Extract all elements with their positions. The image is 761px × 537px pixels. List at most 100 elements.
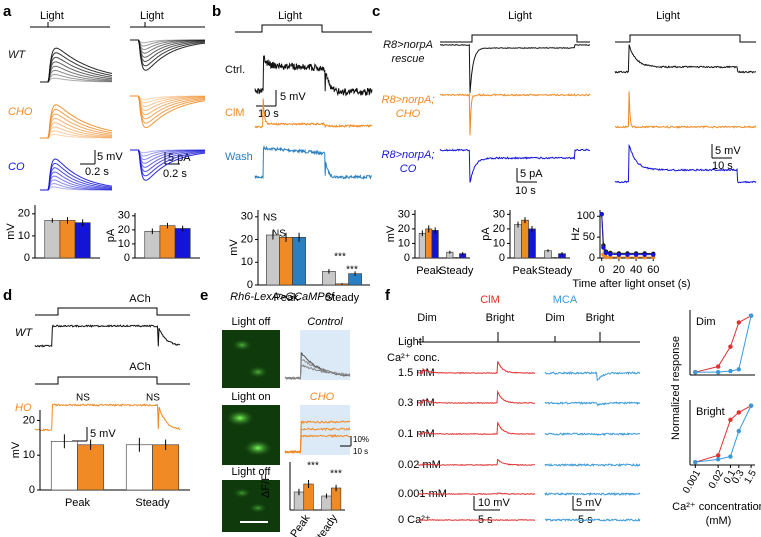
y-tick-label: 20	[398, 223, 410, 235]
x-tick-label: 40	[630, 264, 642, 276]
concentration-label: 1.5 mM	[398, 367, 435, 379]
label: 10 s	[353, 447, 368, 456]
y-axis-label: Hz	[570, 227, 582, 240]
stimulus-line	[30, 22, 110, 28]
trace	[417, 361, 536, 374]
point	[728, 344, 733, 349]
point	[601, 245, 606, 250]
trace	[284, 363, 351, 380]
point	[693, 459, 698, 465]
point	[599, 211, 604, 217]
point	[728, 368, 733, 374]
trace	[40, 167, 113, 191]
trace-label: Control	[307, 316, 343, 328]
y-tick-label: 0	[24, 252, 30, 264]
y-tick-label: 50	[583, 231, 595, 243]
bar	[77, 444, 105, 491]
label: 10 s	[258, 108, 279, 120]
label: 10%	[353, 435, 369, 444]
trace	[40, 47, 113, 83]
bar	[50, 441, 78, 491]
trace	[417, 389, 536, 405]
x-tick-label: Peak	[273, 292, 299, 304]
point	[603, 250, 609, 256]
x-tick-label: 0.001	[681, 468, 703, 496]
point	[693, 369, 698, 375]
annotation: NS	[272, 229, 286, 240]
y-axis-label: mV	[5, 223, 17, 240]
x-axis-label: (mM)	[706, 515, 732, 527]
point	[748, 313, 754, 318]
x-tick-label: 0	[599, 264, 605, 276]
bar	[431, 230, 439, 259]
x-tick-label: Peak	[512, 265, 538, 277]
y-tick-label: 30	[493, 208, 505, 220]
panel-letter: c	[372, 3, 380, 20]
label: 5 mV	[576, 497, 602, 509]
y-tick-label: 20	[241, 233, 253, 245]
stimulus-label: Light	[508, 10, 532, 22]
x-tick-label: Peak	[416, 265, 442, 277]
stimulus-label: Light	[278, 10, 302, 22]
trace	[40, 158, 113, 191]
trace	[130, 95, 206, 129]
point	[616, 252, 622, 257]
trace	[40, 163, 113, 191]
bar	[144, 230, 161, 259]
condition-label: Ctrl.	[225, 64, 245, 76]
trace	[40, 134, 112, 139]
label: 5 mV	[715, 145, 741, 157]
trace	[40, 175, 112, 191]
genotype-label: WT	[8, 49, 26, 61]
cell	[244, 440, 272, 456]
cell	[226, 410, 254, 426]
y-tick-label: 10	[118, 238, 130, 250]
y-tick-label: 20	[23, 414, 35, 426]
bar	[528, 228, 536, 259]
bar	[152, 444, 180, 491]
annotation: ***	[307, 461, 319, 472]
panel-letter: e	[200, 287, 208, 304]
bar	[44, 220, 61, 259]
stimulus-line	[235, 24, 372, 33]
y-tick-label: 10	[23, 449, 35, 461]
y-tick-label: 0	[247, 279, 253, 291]
trace	[439, 43, 591, 93]
label: 10 s	[712, 160, 733, 172]
point	[603, 254, 609, 260]
trace	[35, 403, 181, 432]
trace	[130, 149, 206, 168]
trace	[40, 130, 112, 139]
trace	[130, 39, 205, 63]
trace	[614, 91, 757, 129]
trace	[34, 324, 181, 348]
concentration-label: 0.3 mM	[398, 397, 435, 409]
bar	[330, 487, 342, 511]
drug-label: ClM	[480, 294, 500, 306]
trace	[130, 39, 206, 54]
genotype-label: CHO	[396, 108, 421, 120]
trace	[544, 370, 641, 382]
point	[633, 252, 639, 257]
bar	[266, 234, 280, 286]
label: 0.2 s	[85, 166, 109, 178]
point	[608, 252, 613, 257]
genotype-label: CO	[8, 161, 25, 173]
trace	[40, 117, 113, 139]
stimulus-line	[440, 34, 590, 43]
stimulus-label: Bright	[486, 312, 515, 324]
image-label: Light off	[232, 316, 272, 328]
drug-label: MCA	[553, 294, 578, 306]
genotype-label: WT	[15, 327, 33, 339]
y-tick-label: 10	[493, 237, 505, 249]
bar	[279, 236, 293, 286]
y-tick-label: 10	[398, 237, 410, 249]
annotation: ***	[334, 252, 346, 263]
bar	[159, 225, 176, 259]
condition-label: ClM	[225, 107, 245, 119]
stimulus-line	[35, 376, 190, 385]
trace	[544, 517, 641, 522]
trace	[130, 149, 206, 177]
y-tick-label: 10	[18, 230, 30, 242]
